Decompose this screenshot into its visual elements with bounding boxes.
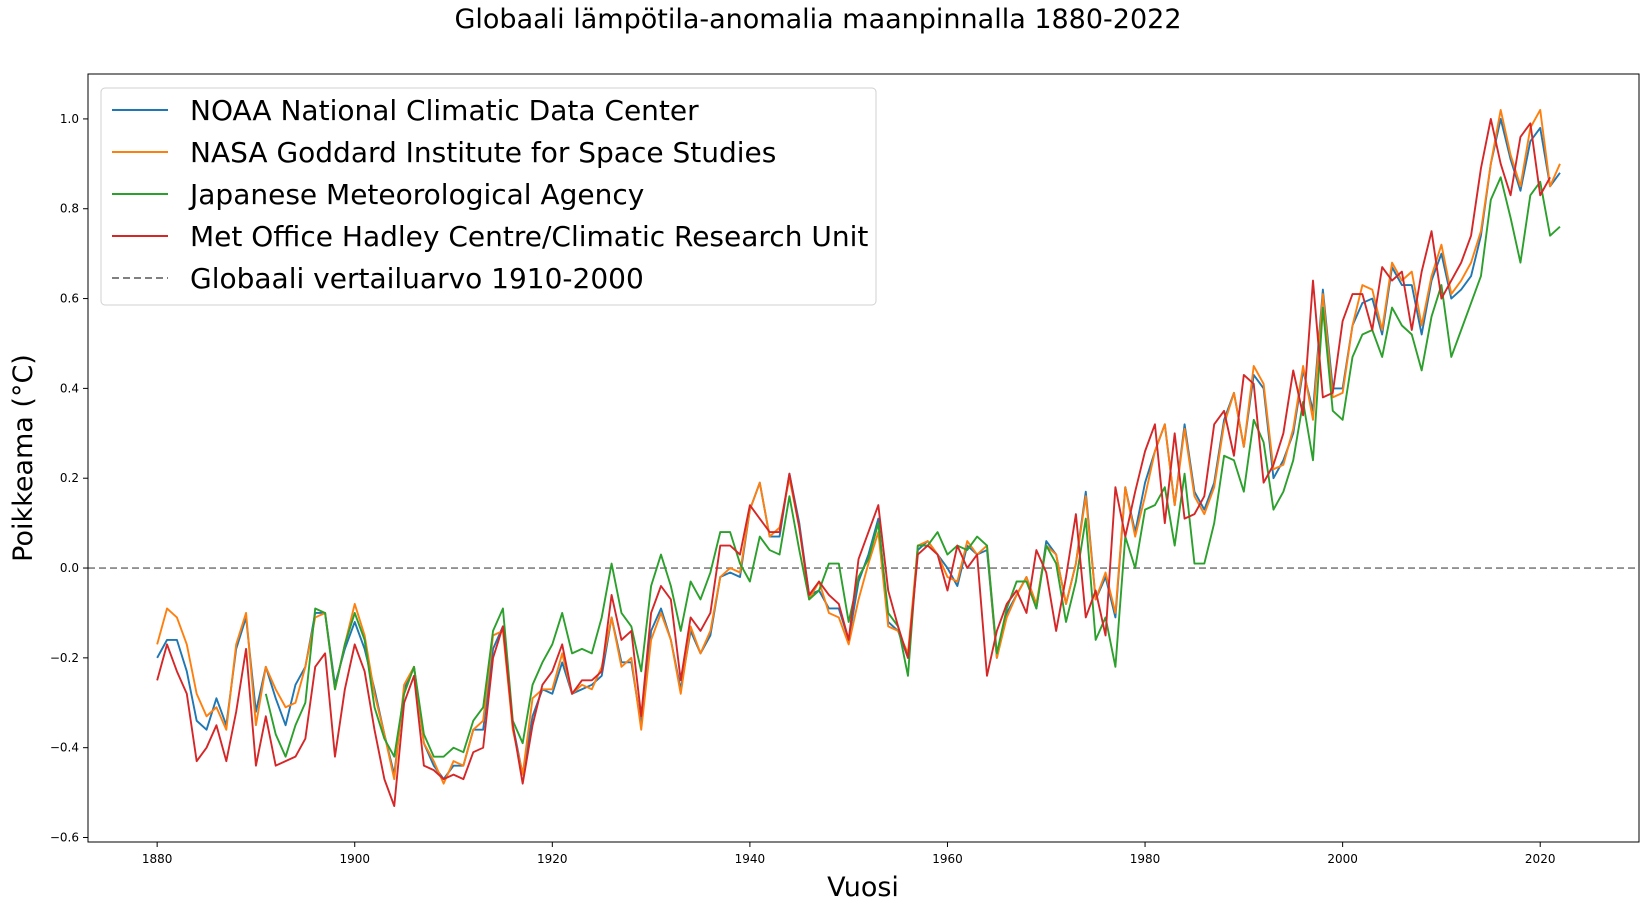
y-axis-title: Poikkeama (°C) xyxy=(8,354,39,562)
x-tick-label: 2000 xyxy=(1327,852,1358,866)
x-tick-label: 1900 xyxy=(339,852,370,866)
x-tick-label: 2020 xyxy=(1525,852,1556,866)
x-axis-title: Vuosi xyxy=(827,872,899,903)
plot-frame xyxy=(87,73,1640,843)
x-tick-label: 1880 xyxy=(142,852,173,866)
x-tick-label: 1920 xyxy=(537,852,568,866)
y-tick-label: 0.4 xyxy=(60,381,79,395)
y-axis: −0.6 −0.4 −0.2 0.0 0.2 0.4 0.6 0.8 1.0 xyxy=(50,112,88,845)
series-line-2 xyxy=(156,108,1561,785)
series-line-4 xyxy=(156,117,1551,808)
y-tick-label: 0.0 xyxy=(60,561,79,575)
x-tick-label: 1960 xyxy=(932,852,963,866)
legend-label: Japanese Meteorological Agency xyxy=(188,178,644,211)
y-tick-label: 0.2 xyxy=(60,471,79,485)
legend-label: Globaali vertailuarvo 1910-2000 xyxy=(190,262,644,295)
legend-label: NOAA National Climatic Data Center xyxy=(190,94,699,127)
y-tick-label: −0.4 xyxy=(50,741,79,755)
series-layer xyxy=(88,108,1639,808)
legend-frame xyxy=(100,87,877,306)
y-tick-label: 1.0 xyxy=(60,112,79,126)
legend: NOAA National Climatic Data Center NASA G… xyxy=(100,87,877,306)
chart-title: Globaali lämpötila-anomalia maanpinnalla… xyxy=(454,4,1182,35)
legend-label: Met Office Hadley Centre/Climatic Resear… xyxy=(190,220,868,253)
x-tick-label: 1940 xyxy=(735,852,766,866)
legend-label: NASA Goddard Institute for Space Studies xyxy=(190,136,776,169)
y-tick-label: −0.6 xyxy=(50,831,79,845)
x-axis: 1880 1900 1920 1940 1960 1980 2000 2020 xyxy=(142,842,1556,866)
x-tick-label: 1980 xyxy=(1130,852,1161,866)
y-tick-label: 0.6 xyxy=(60,292,79,306)
y-tick-label: 0.8 xyxy=(60,202,79,216)
y-tick-label: −0.2 xyxy=(50,651,79,665)
